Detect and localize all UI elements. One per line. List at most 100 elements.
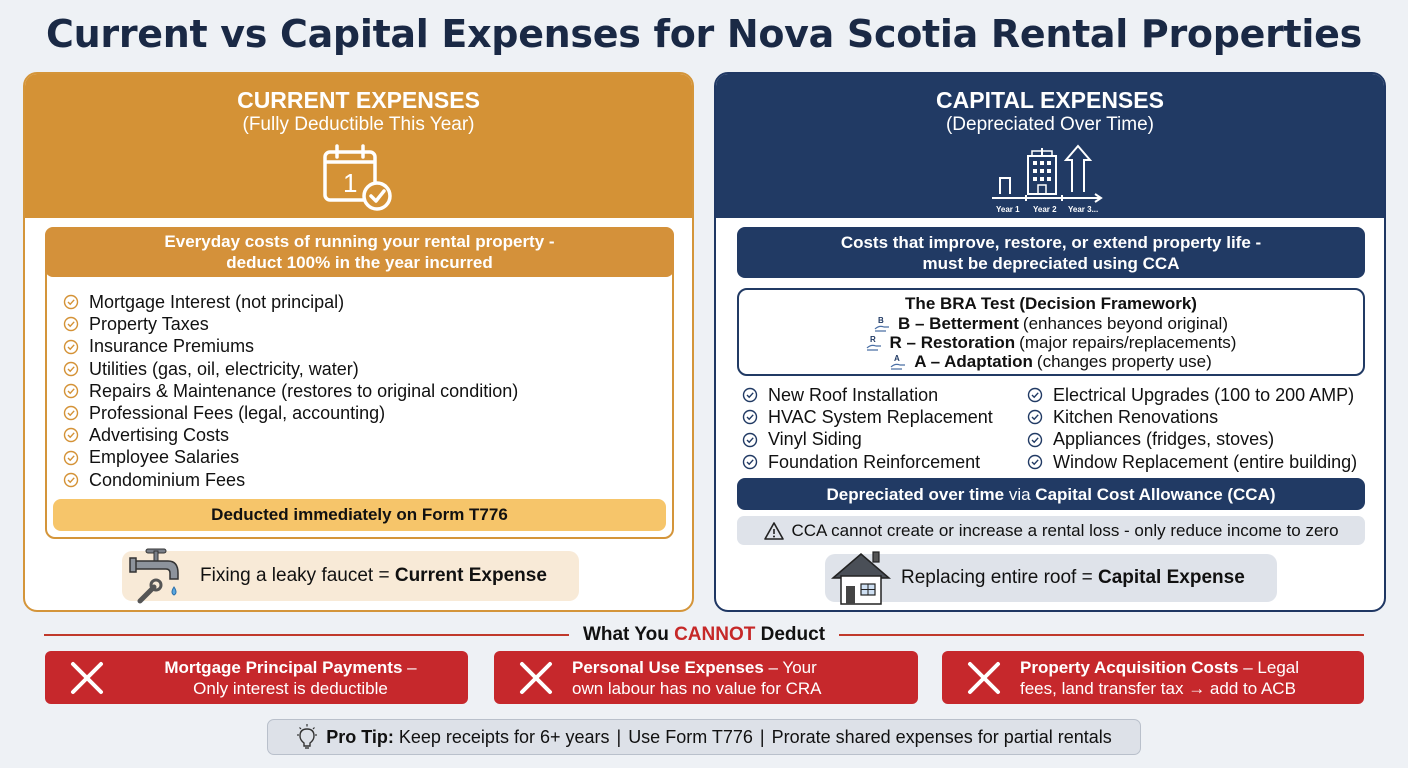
capital-expense-grid: New Roof Installation HVAC System Replac… <box>742 384 1372 473</box>
cannot-deduct-title: What You CANNOT Deduct <box>582 624 826 645</box>
divider <box>839 634 1364 636</box>
current-header: CURRENT EXPENSES (Fully Deductible This … <box>25 74 692 218</box>
check-circle-icon <box>63 428 79 443</box>
list-item: Vinyl Siding <box>742 428 1027 450</box>
check-circle-icon <box>1027 387 1043 403</box>
warning-icon <box>764 521 785 540</box>
list-item: Advertising Costs <box>63 424 518 446</box>
x-icon <box>520 661 552 694</box>
capital-list-right: Electrical Upgrades (100 to 200 AMP) Kit… <box>1027 384 1372 473</box>
list-item: Insurance Premiums <box>63 335 518 357</box>
check-circle-icon <box>63 317 79 332</box>
bra-row-restoration: R R – Restoration (major repairs/replacem… <box>739 333 1363 352</box>
check-circle-icon <box>742 454 758 469</box>
check-circle-icon <box>63 361 79 376</box>
list-item: Kitchen Renovations <box>1027 406 1372 428</box>
check-circle-icon <box>63 339 79 354</box>
svg-text:R: R <box>870 335 876 344</box>
capital-summary-text: Depreciated over time via Capital Cost A… <box>826 484 1276 504</box>
house-icon <box>831 551 892 605</box>
calendar-check-icon: 1 <box>25 144 692 214</box>
tip-part: Keep receipts for 6+ years <box>398 726 610 747</box>
hand-letter-a-icon: A <box>890 354 906 370</box>
current-description-band: Everyday costs of running your rental pr… <box>45 227 674 277</box>
current-title: CURRENT EXPENSES <box>237 87 480 113</box>
check-circle-icon <box>1027 454 1043 469</box>
capital-subtitle: (Depreciated Over Time) <box>945 114 1154 135</box>
building-growth-timeline-icon: Year 1 Year 2 Year 3... <box>716 144 1384 216</box>
list-item: Professional Fees (legal, accounting) <box>63 402 518 424</box>
bra-row-adaptation: A A – Adaptation (changes property use) <box>739 352 1363 371</box>
list-item: Mortgage Interest (not principal) <box>63 291 518 313</box>
list-item: Foundation Reinforcement <box>742 451 1027 473</box>
current-subtitle: (Fully Deductible This Year) <box>242 114 475 135</box>
current-example-text: Fixing a leaky faucet = Current Expense <box>200 565 547 586</box>
list-item: Employee Salaries <box>63 446 518 468</box>
list-item: Window Replacement (entire building) <box>1027 451 1372 473</box>
cannot-card-personal-use: Personal Use Expenses – Your own labour h… <box>494 651 918 704</box>
bra-title: The BRA Test (Decision Framework) <box>905 294 1197 313</box>
check-circle-icon <box>63 450 79 465</box>
bra-row-betterment: B B – Betterment (enhances beyond origina… <box>739 314 1363 333</box>
svg-text:A: A <box>894 354 900 363</box>
list-item: Property Taxes <box>63 313 518 335</box>
check-circle-icon <box>1027 432 1043 447</box>
list-item: New Roof Installation <box>742 384 1027 406</box>
cannot-deduct-header: What You CANNOT Deduct <box>44 622 1364 648</box>
tip-part: Prorate shared expenses for partial rent… <box>771 726 1112 747</box>
capital-header: CAPITAL EXPENSES (Depreciated Over Time) <box>716 74 1384 218</box>
list-item: HVAC System Replacement <box>742 406 1027 428</box>
capital-example-callout: Replacing entire roof = Capital Expense <box>825 551 1277 605</box>
separator: | <box>616 726 622 747</box>
svg-text:1: 1 <box>343 168 357 198</box>
leaky-faucet-icon <box>129 548 179 604</box>
list-item: Appliances (fridges, stoves) <box>1027 428 1372 450</box>
x-icon <box>71 661 103 694</box>
cannot-card-acquisition-costs: Property Acquisition Costs – Legal fees, … <box>942 651 1364 704</box>
capital-summary-bar: Depreciated over time via Capital Cost A… <box>737 478 1365 510</box>
current-items-box: Everyday costs of running your rental pr… <box>45 227 674 539</box>
hand-letter-b-icon: B <box>874 316 889 332</box>
current-example-callout: Fixing a leaky faucet = Current Expense <box>122 548 579 604</box>
list-item: Electrical Upgrades (100 to 200 AMP) <box>1027 384 1372 406</box>
separator: | <box>759 726 765 747</box>
list-item: Condominium Fees <box>63 469 518 491</box>
hand-letter-r-icon: R <box>866 335 881 351</box>
check-circle-icon <box>63 383 79 399</box>
check-circle-icon <box>742 432 758 447</box>
check-circle-icon <box>63 294 79 310</box>
band-line-2: must be depreciated using CCA <box>922 253 1180 273</box>
divider <box>44 634 569 636</box>
svg-text:Year 2: Year 2 <box>1033 205 1057 214</box>
list-item: Utilities (gas, oil, electricity, water) <box>63 358 518 380</box>
capital-example-text: Replacing entire roof = Capital Expense <box>901 567 1245 588</box>
svg-text:Year 1: Year 1 <box>996 205 1020 214</box>
pro-tip-bar: Pro Tip: Keep receipts for 6+ years | Us… <box>267 719 1141 755</box>
x-icon <box>968 661 1000 694</box>
check-circle-icon <box>63 472 79 487</box>
check-circle-icon <box>742 410 758 425</box>
lightbulb-icon <box>297 724 318 749</box>
capital-title: CAPITAL EXPENSES <box>936 87 1164 113</box>
check-circle-icon <box>63 405 79 421</box>
current-expenses-panel: CURRENT EXPENSES (Fully Deductible This … <box>23 72 694 612</box>
capital-description-band: Costs that improve, restore, or extend p… <box>737 227 1365 278</box>
current-summary-bar: Deducted immediately on Form T776 <box>53 499 666 531</box>
page-title: Current vs Capital Expenses for Nova Sco… <box>46 12 1362 56</box>
check-circle-icon <box>1027 410 1043 425</box>
bra-test-box: The BRA Test (Decision Framework) B B – … <box>737 288 1365 376</box>
svg-text:Year 3...: Year 3... <box>1068 205 1098 214</box>
band-line-1: Everyday costs of running your rental pr… <box>164 232 555 251</box>
band-line-1: Costs that improve, restore, or extend p… <box>840 232 1262 252</box>
cca-alert: CCA cannot create or increase a rental l… <box>737 516 1365 545</box>
band-line-2: deduct 100% in the year incurred <box>226 253 493 272</box>
svg-text:B: B <box>878 316 884 325</box>
capital-expenses-panel: CAPITAL EXPENSES (Depreciated Over Time) <box>714 72 1386 612</box>
tip-part: Use Form T776 <box>628 726 753 747</box>
current-expense-list: Mortgage Interest (not principal) Proper… <box>63 291 518 491</box>
cannot-card-mortgage-principal: Mortgage Principal Payments – Only intere… <box>45 651 468 704</box>
capital-list-left: New Roof Installation HVAC System Replac… <box>742 384 1027 473</box>
cca-alert-text: CCA cannot create or increase a rental l… <box>791 521 1339 540</box>
list-item: Repairs & Maintenance (restores to origi… <box>63 380 518 402</box>
check-circle-icon <box>742 387 758 403</box>
